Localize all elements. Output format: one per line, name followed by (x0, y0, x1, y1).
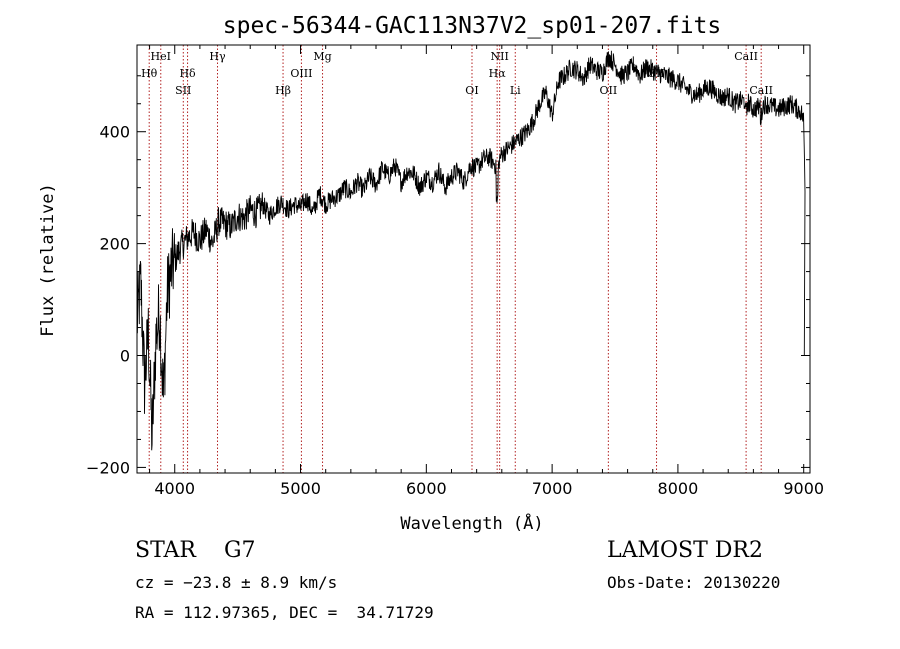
line-marker-label: NII (491, 50, 509, 63)
line-marker-label: HeI (151, 50, 171, 63)
plot-frame (136, 44, 811, 474)
line-marker-label: Hθ (141, 67, 158, 80)
x-tick-label: 8000 (658, 479, 699, 498)
x-tick-label: 6000 (406, 479, 447, 498)
chart-title: spec-56344-GAC113N37V2_sp01-207.fits (223, 13, 722, 39)
line-marker-label: CaII (749, 84, 773, 97)
y-tick-label: 0 (120, 347, 130, 366)
y-tick-label: 400 (99, 123, 130, 142)
coordinates-text: RA = 112.97365, DEC = 34.71729 (135, 603, 434, 622)
line-marker-label: Hβ (275, 84, 291, 97)
y-tick-label: −200 (86, 458, 130, 477)
y-tick-label: 200 (99, 235, 130, 254)
x-axis-label: Wavelength (Å) (400, 512, 543, 534)
line-marker-label: CaII (734, 50, 758, 63)
x-tick-label: 4000 (154, 479, 195, 498)
y-axis-label: Flux (relative) (38, 183, 58, 337)
line-marker-label: Hγ (209, 50, 226, 63)
line-marker-label: Hδ (179, 67, 196, 80)
observation-date: Obs-Date: 20130220 (607, 573, 781, 592)
line-marker-label: Li (510, 84, 521, 97)
line-marker-label: Hα (489, 67, 507, 80)
redshift-text: cz = −23.8 ± 8.9 km/s (135, 573, 338, 592)
line-marker-label: OIII (290, 67, 312, 80)
line-marker-label: SII (175, 84, 191, 97)
line-marker-label: OI (465, 84, 478, 97)
spectrum-line (136, 50, 806, 451)
x-tick-label: 9000 (783, 479, 824, 498)
line-marker-label: Mg (313, 50, 331, 63)
object-class: STAR G7 (135, 538, 256, 563)
y-axis-ticks: −200 0 200 400 (86, 75, 810, 477)
x-tick-label: 7000 (532, 479, 573, 498)
x-axis-ticks: 4000 5000 6000 7000 8000 9000 (149, 45, 824, 498)
x-tick-label: 5000 (280, 479, 321, 498)
survey-name: LAMOST DR2 (607, 538, 763, 563)
line-marker-label: OII (599, 84, 617, 97)
spectrum-series (136, 50, 806, 451)
